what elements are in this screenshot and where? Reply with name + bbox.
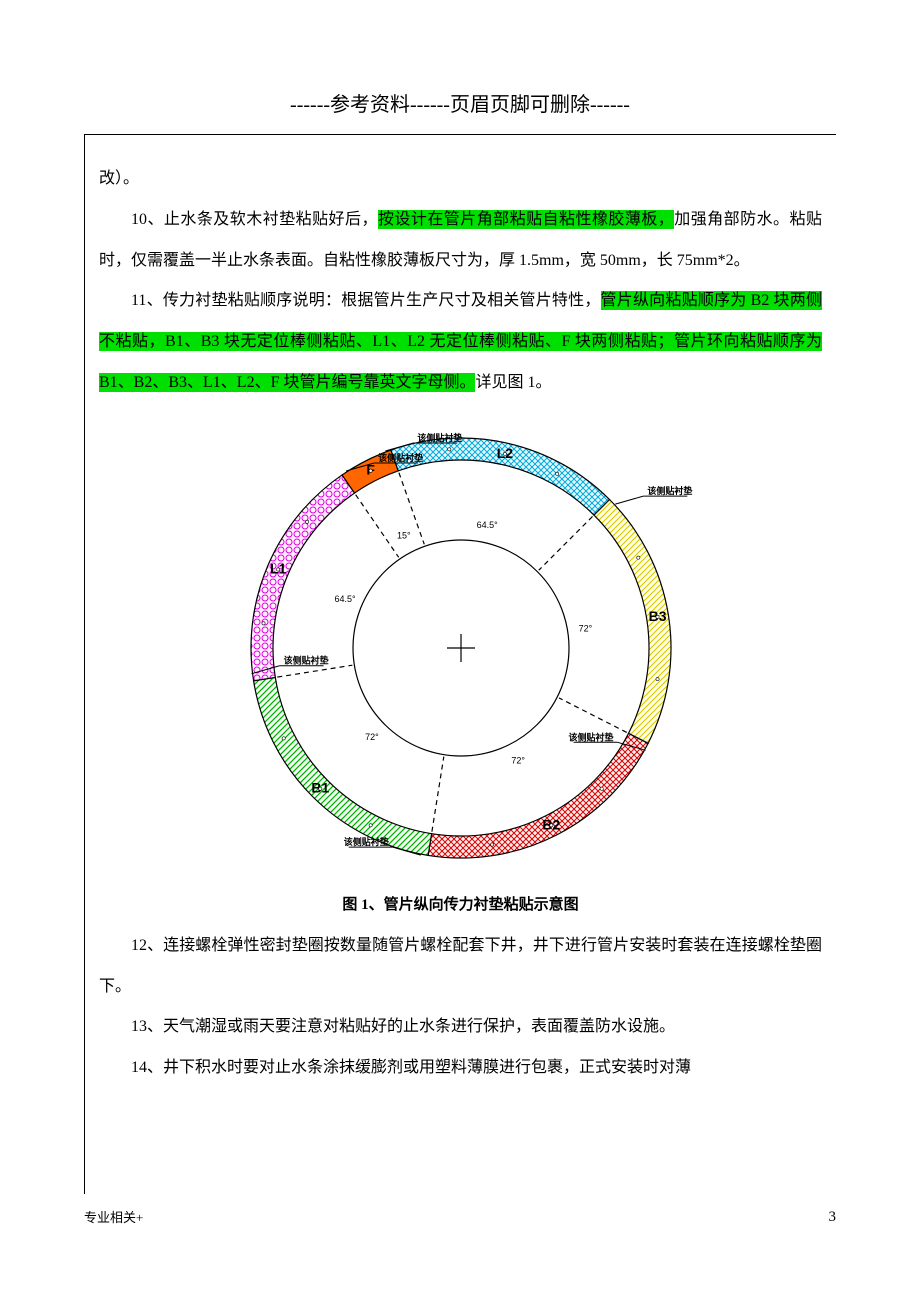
footer-left: 专业相关+ [84, 1207, 143, 1226]
joint-line [355, 494, 398, 557]
diagram-caption: 图 1、管片纵向传力衬垫粘贴示意图 [99, 893, 822, 914]
para-12: 12、连接螺栓弹性密封垫圈按数量随管片螺栓配套下井，井下进行管片安装时套装在连接… [99, 926, 822, 1008]
ring-diagram: B3B2B1L1FL272°72°72°64.5°15°64.5°该侧贴衬垫该侧… [181, 410, 741, 880]
para-gai: 改）。 [99, 159, 822, 200]
bolt-mark [555, 472, 558, 475]
p11-text-a: 11、传力衬垫粘贴顺序说明：根据管片生产尺寸及相关管片特性， [131, 292, 601, 309]
bolt-mark [636, 556, 639, 559]
callout-label: 该侧贴衬垫 [283, 654, 328, 665]
para-14: 14、井下积水时要对止水条涂抹缓膨剂或用塑料薄膜进行包裹，正式安装时对薄 [99, 1048, 822, 1089]
segment-L1 [251, 475, 355, 681]
bolt-mark [447, 448, 450, 451]
callout-label: 该侧贴衬垫 [378, 452, 423, 463]
segment-B1 [253, 677, 431, 855]
page-header: ------参考资料------页眉页脚可删除------ [0, 0, 920, 117]
bolt-mark [490, 843, 493, 846]
callout-label: 该侧贴衬垫 [417, 432, 462, 443]
angle-label: 72° [511, 755, 525, 765]
footer-page-number: 3 [829, 1209, 837, 1226]
callout-label: 该侧贴衬垫 [568, 731, 613, 742]
joint-line [277, 665, 352, 677]
bolt-mark [369, 823, 372, 826]
para-10: 10、止水条及软木衬垫粘贴好后，按设计在管片角部粘贴自粘性橡胶薄板，加强角部防水… [99, 200, 822, 282]
p10-text-a: 10、止水条及软木衬垫粘贴好后， [131, 211, 378, 228]
p10-highlight: 按设计在管片角部粘贴自粘性橡胶薄板， [378, 210, 674, 229]
callout-label: 该侧贴衬垫 [343, 836, 388, 847]
diagram-wrap: B3B2B1L1FL272°72°72°64.5°15°64.5°该侧贴衬垫该侧… [99, 410, 822, 914]
bolt-mark [549, 823, 552, 826]
callout-leader [615, 496, 643, 504]
joint-line [538, 516, 592, 570]
joint-line [559, 698, 627, 733]
bolt-mark [261, 621, 264, 624]
para-11: 11、传力衬垫粘贴顺序说明：根据管片生产尺寸及相关管片特性，管片纵向粘贴顺序为 … [99, 281, 822, 403]
angle-label: 15° [396, 531, 410, 541]
bolt-mark [369, 469, 372, 472]
content-frame: 改）。 10、止水条及软木衬垫粘贴好后，按设计在管片角部粘贴自粘性橡胶薄板，加强… [84, 134, 836, 1194]
bolt-mark [655, 677, 658, 680]
joint-line [431, 756, 443, 831]
bolt-mark [282, 737, 285, 740]
bolt-mark [305, 520, 308, 523]
p11-text-b: 详见图 1。 [475, 374, 551, 391]
angle-label: 72° [365, 732, 379, 742]
angle-label: 64.5° [476, 520, 498, 530]
segment-B2 [428, 733, 648, 858]
callout-label: 该侧贴衬垫 [647, 485, 692, 496]
bolt-mark [600, 787, 603, 790]
bolt-mark [503, 452, 506, 455]
angle-label: 72° [578, 623, 592, 633]
angle-label: 64.5° [334, 594, 356, 604]
bolt-mark [655, 615, 658, 618]
para-13: 13、天气潮湿或雨天要注意对粘贴好的止水条进行保护，表面覆盖防水设施。 [99, 1007, 822, 1048]
bolt-mark [318, 787, 321, 790]
bolt-mark [276, 568, 279, 571]
